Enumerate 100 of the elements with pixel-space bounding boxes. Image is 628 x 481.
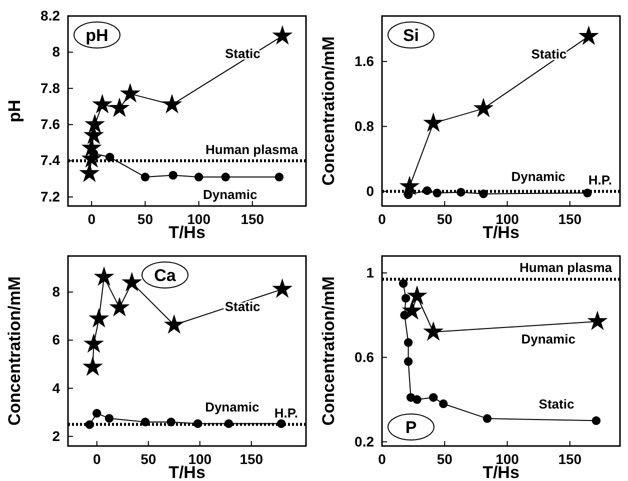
point — [479, 189, 488, 198]
x-tick-label: 0 — [378, 450, 386, 467]
point — [92, 408, 102, 418]
x-tick-label: 0 — [92, 450, 101, 467]
point — [79, 162, 100, 182]
point — [85, 420, 94, 429]
point — [82, 356, 103, 376]
point — [92, 94, 113, 114]
point — [224, 419, 234, 428]
series-label: Static — [538, 396, 574, 412]
annotation: P — [405, 418, 417, 437]
x-tick-label: 150 — [240, 210, 264, 227]
x-tick-label: 50 — [140, 450, 156, 467]
panel-tag: pH — [74, 22, 120, 48]
ref-line-label: Human plasma — [520, 260, 613, 276]
y-tick-label: 7.4 — [40, 152, 60, 168]
x-tick-label: 50 — [436, 210, 453, 227]
point — [84, 114, 106, 134]
annotation: Ca — [154, 266, 176, 285]
point — [422, 186, 432, 195]
point — [120, 83, 140, 103]
point — [84, 333, 104, 353]
y-tick-label: 8 — [52, 284, 60, 300]
x-tick-label: 0 — [378, 210, 386, 227]
x-tick-label: 150 — [558, 450, 582, 467]
panel-tag: P — [388, 414, 434, 440]
point — [166, 418, 176, 426]
point — [109, 296, 130, 316]
ref-line-label: H.P. — [588, 172, 612, 188]
point — [276, 419, 286, 428]
point — [193, 419, 202, 428]
y-axis-title: Concentration/mM — [319, 276, 338, 426]
point — [423, 112, 444, 132]
y-tick-label: 7.8 — [40, 80, 60, 96]
point — [105, 152, 114, 162]
series-label: Dynamic — [511, 169, 566, 184]
panel-tag: Ca — [142, 262, 188, 288]
x-tick-label: 150 — [558, 210, 582, 227]
point — [272, 278, 293, 298]
y-tick-label: 8.2 — [40, 7, 60, 24]
y-tick-label: 1 — [366, 264, 374, 280]
series-label: Static — [224, 299, 260, 314]
point — [162, 94, 182, 114]
y-axis-title: Concentration/mM — [5, 276, 24, 426]
point — [583, 188, 592, 198]
panel-tag: Si — [388, 22, 434, 48]
series-label: Dynamic — [202, 187, 258, 202]
point — [592, 416, 601, 426]
y-tick-label: 6 — [52, 332, 60, 348]
point — [404, 357, 413, 366]
x-tick-label: 50 — [137, 210, 154, 227]
y-tick-label: 2 — [52, 428, 60, 444]
y-tick-label: 0.6 — [354, 348, 374, 365]
point — [456, 188, 466, 197]
point — [221, 172, 230, 182]
annotation: pH — [86, 26, 108, 45]
y-tick-label: 0.2 — [354, 433, 374, 450]
point — [194, 172, 204, 182]
ref-line-label: Human plasma — [206, 142, 299, 157]
y-tick-label: 1.6 — [354, 52, 374, 69]
x-tick-label: 50 — [436, 450, 453, 467]
point — [272, 25, 293, 45]
point — [399, 176, 420, 196]
point — [401, 294, 410, 303]
point — [164, 314, 184, 334]
point — [94, 266, 114, 286]
y-tick-label: 8 — [52, 44, 60, 60]
y-tick-label: 7.2 — [40, 188, 60, 204]
y-axis-title: pH — [5, 100, 24, 122]
y-axis-title: Concentration/mM — [319, 36, 338, 186]
point — [578, 26, 599, 46]
y-tick-label: 7.6 — [40, 116, 60, 132]
point — [404, 338, 413, 347]
annotation: Si — [402, 26, 420, 45]
x-tick-label: 150 — [240, 450, 264, 467]
point — [439, 399, 448, 408]
point — [140, 172, 150, 182]
point — [412, 395, 422, 404]
series-label: Dynamic — [521, 331, 576, 346]
point — [587, 310, 608, 330]
y-tick-label: 4 — [52, 380, 60, 396]
y-tick-label: 0 — [366, 182, 374, 199]
point — [109, 98, 130, 117]
ref-line-label: H.P. — [274, 405, 298, 420]
x-tick-label: 0 — [88, 210, 96, 227]
point — [428, 393, 438, 402]
point — [404, 190, 413, 199]
point — [473, 98, 494, 118]
point — [432, 188, 442, 198]
point — [88, 308, 110, 328]
point — [122, 272, 142, 292]
point — [406, 285, 428, 305]
point — [398, 279, 408, 288]
point — [423, 321, 444, 341]
point — [168, 170, 178, 180]
point — [482, 414, 492, 423]
series-label: Dynamic — [205, 400, 260, 415]
point — [402, 300, 422, 320]
point — [140, 418, 150, 426]
point — [274, 172, 284, 182]
